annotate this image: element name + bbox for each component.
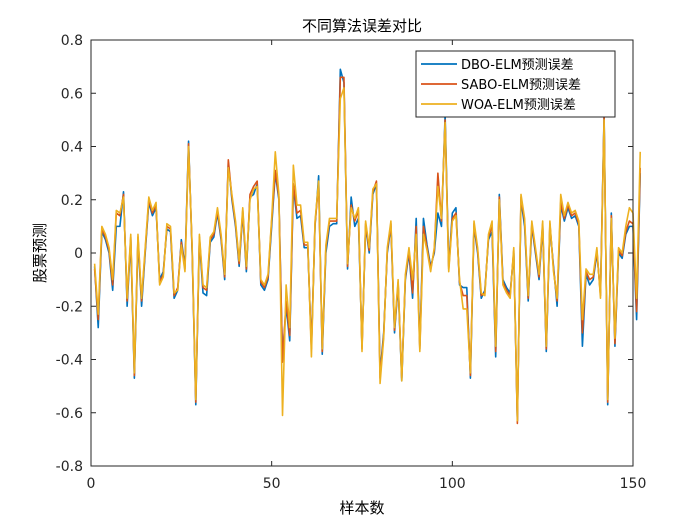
x-tick-label: 100 [439,476,466,492]
y-tick-label: 0.8 [61,33,83,49]
series-layer [93,68,642,425]
legend-label-3: WOA-ELM预测误差 [461,98,576,113]
x-tick-label: 150 [620,476,647,492]
axes-layer: 0 50 100 150 -0.8 -0.6 -0.4 -0.2 0 0.2 0.4 0.6 0.8 [56,33,647,492]
y-tick-label: 0.6 [61,86,83,102]
y-tick-label: 0.4 [61,140,83,156]
x-axis-label: 样本数 [339,499,384,517]
x-tick-label: 50 [263,476,281,492]
chart-title: 不同算法误差对比 [302,17,422,35]
y-tick-label: -0.8 [56,459,83,475]
legend-label-1: DBO-ELM预测误差 [461,58,574,73]
y-tick-label: 0.2 [61,193,83,209]
y-axis-label: 股票预测 [31,223,49,283]
legend-label-2: SABO-ELM预测误差 [461,78,581,93]
legend: DBO-ELM预测误差 SABO-ELM预测误差 WOA-ELM预测误差 [415,50,616,118]
y-tick-label: 0 [74,246,83,262]
y-tick-label: -0.4 [56,353,83,369]
y-tick-label: -0.6 [56,406,83,422]
series-line-3 [93,87,642,422]
y-tick-label: -0.2 [56,299,83,315]
x-tick-label: 0 [87,476,96,492]
